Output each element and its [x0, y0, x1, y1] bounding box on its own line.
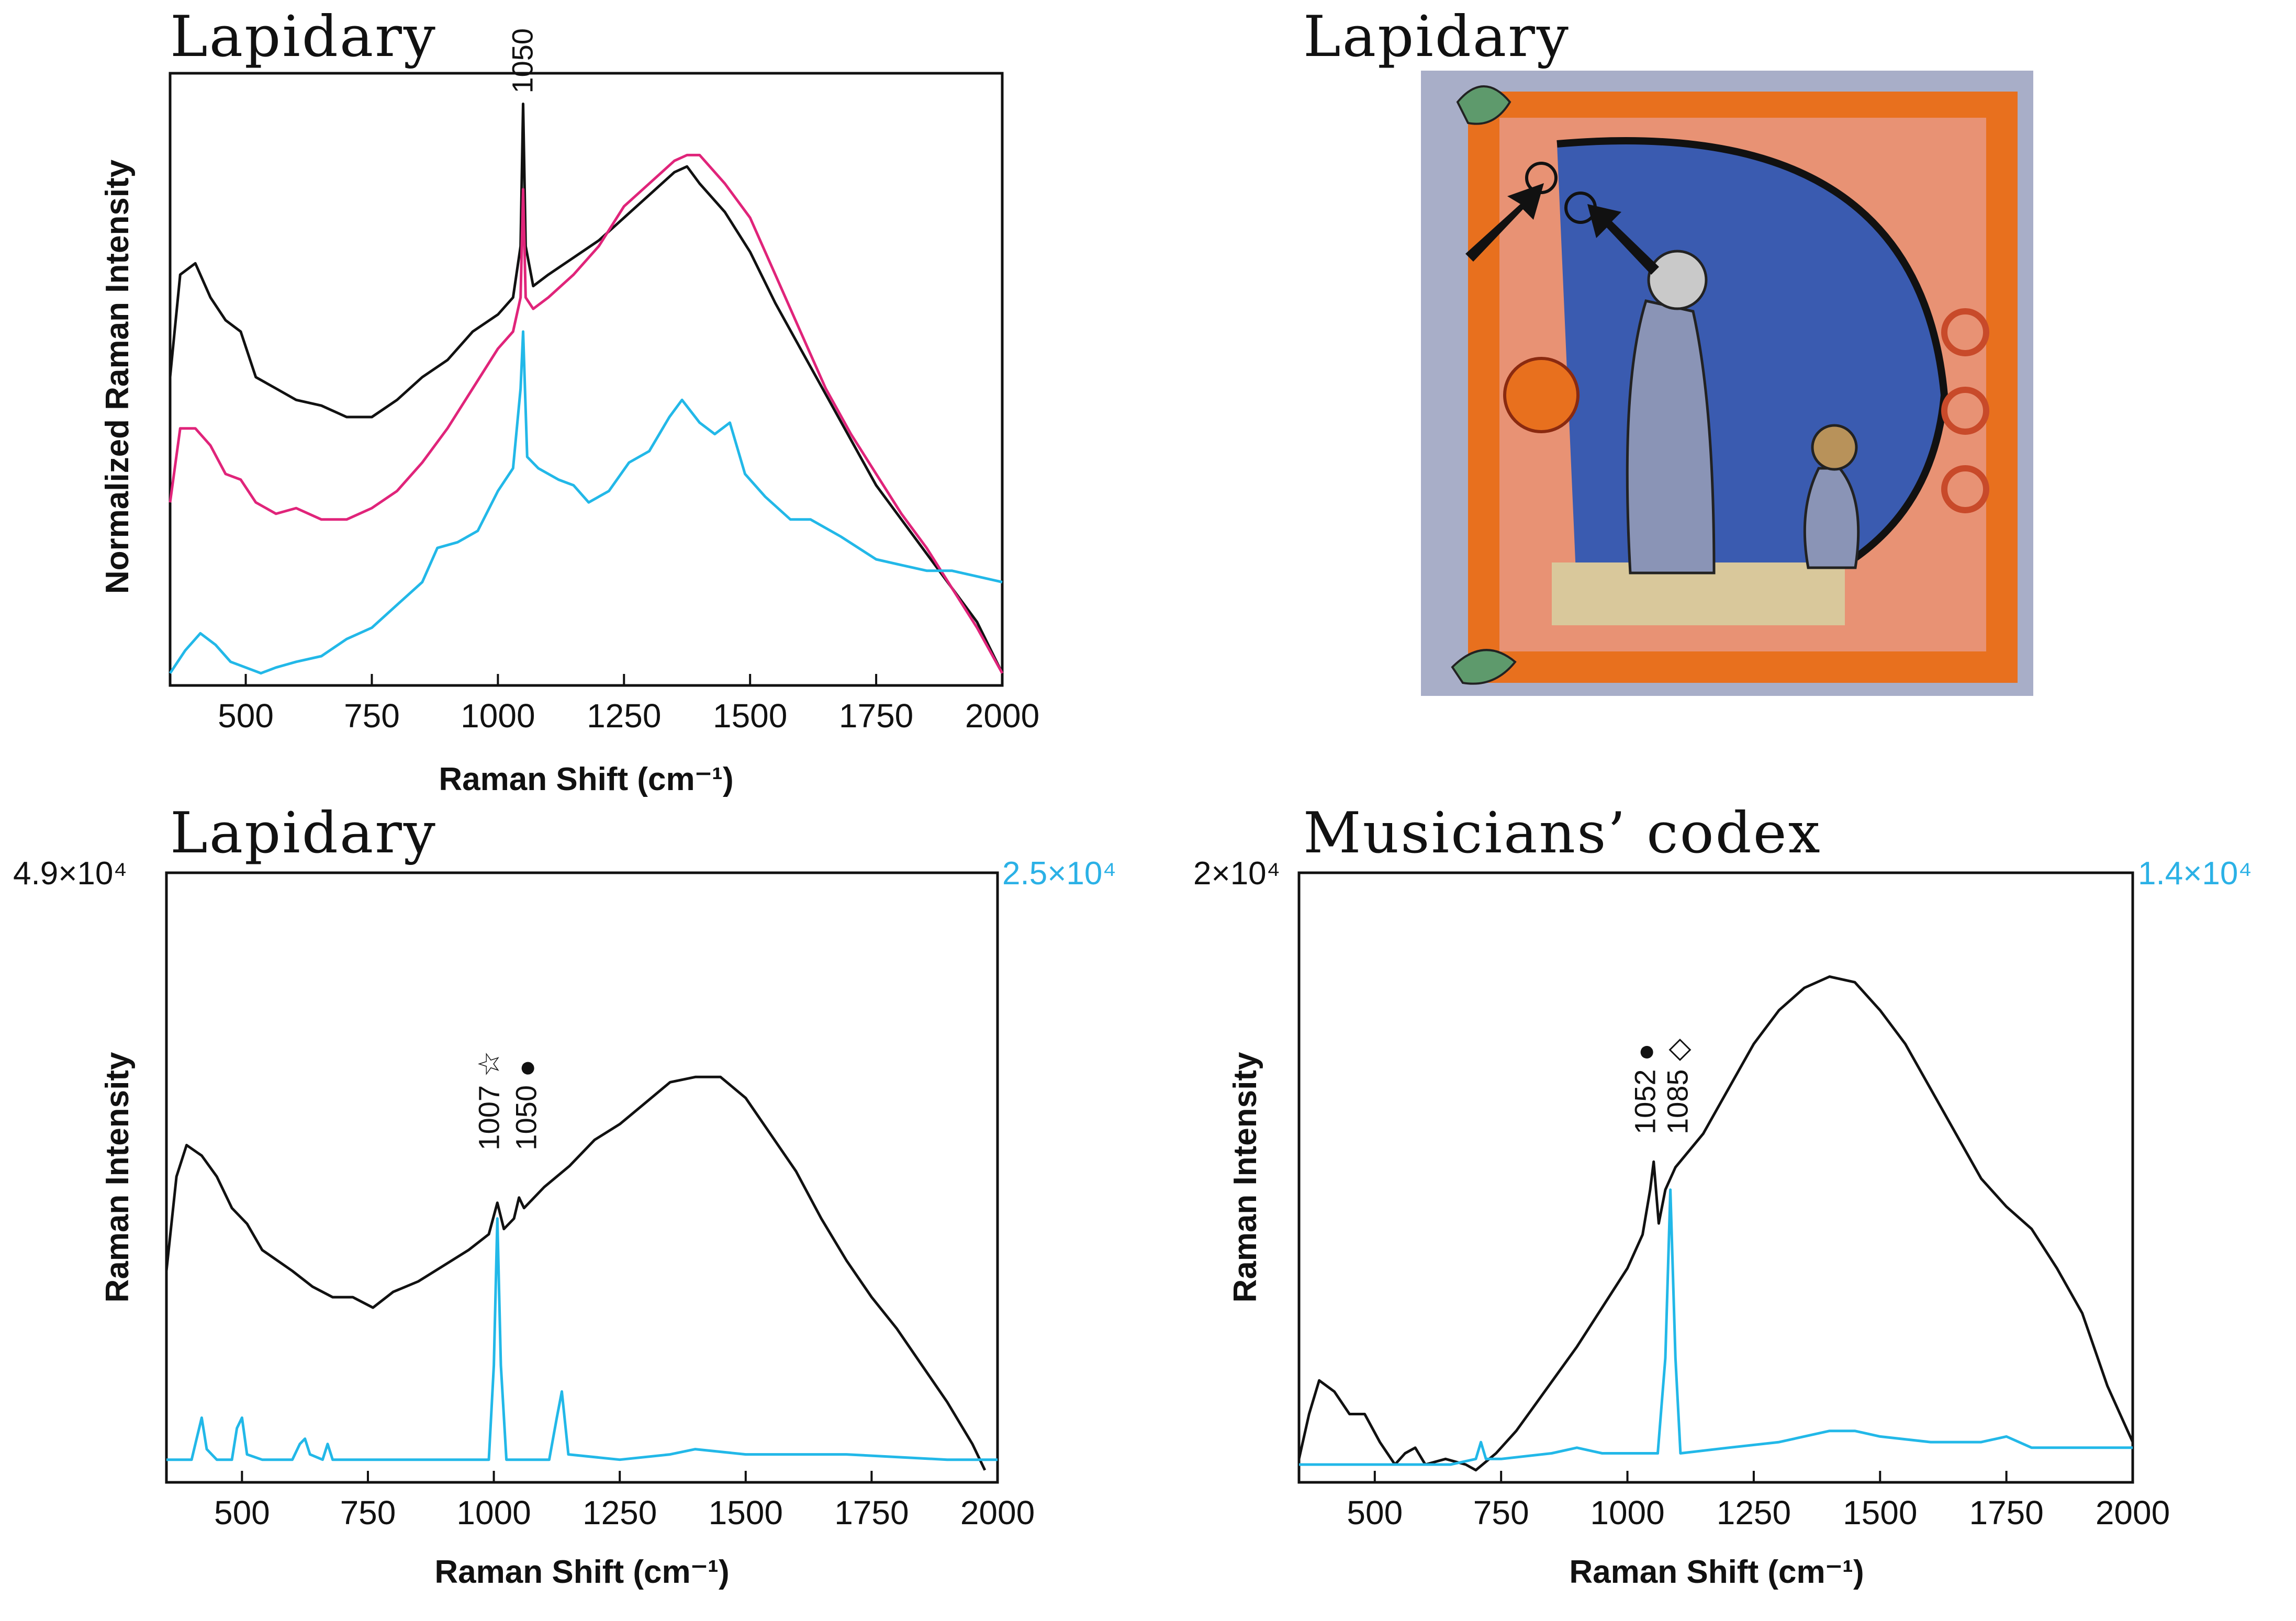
x-tick-label: 1000	[1590, 1494, 1664, 1532]
x-tick-label: 1500	[1843, 1494, 1917, 1532]
x-tick-label: 1250	[1717, 1494, 1791, 1532]
series-line-black	[165, 1075, 987, 1471]
x-tick-label: 1250	[583, 1494, 657, 1532]
sampling-point-circle	[1525, 162, 1558, 194]
peak-label: 1050	[506, 28, 539, 94]
x-tick-label: 750	[1473, 1494, 1529, 1532]
x-tick-label: 750	[340, 1494, 396, 1532]
x-tick-label: 1250	[587, 697, 661, 735]
y-axis-label: Raman Intensity	[1227, 1052, 1263, 1302]
panel-d-title: Musicians’ codex	[1303, 801, 1822, 866]
panel-b-title: Lapidary	[1303, 4, 1570, 70]
arrow-icon	[1465, 183, 1544, 262]
peak-label: 1085 ◇	[1661, 1039, 1694, 1134]
x-tick-label: 1500	[713, 697, 787, 735]
series-line-cyan	[169, 330, 1003, 675]
peak-label: 1050 ●	[510, 1060, 543, 1151]
x-tick-label: 750	[344, 697, 400, 735]
peak-label: 1052 ●	[1629, 1043, 1662, 1134]
left-axis-max-label: 2×10⁴	[1193, 855, 1280, 892]
right-axis-max-label: 2.5×10⁴	[1002, 855, 1116, 892]
panel-a-title: Lapidary	[170, 4, 437, 70]
x-tick-label: 500	[1347, 1494, 1403, 1532]
peak-label: 1007 ☆	[472, 1051, 505, 1150]
plot-frame	[169, 72, 1004, 687]
y-axis-label: Raman Intensity	[99, 1052, 136, 1302]
series-line-black	[1297, 975, 2134, 1472]
arrow-icon	[1587, 204, 1659, 275]
x-tick-label: 2000	[2096, 1494, 2170, 1532]
series-line-black	[169, 103, 1004, 674]
x-axis-label: Raman Shift (cm⁻¹)	[439, 761, 733, 797]
left-axis-max-label: 4.9×10⁴	[13, 855, 127, 892]
y-axis-label: Normalized Raman Intensity	[99, 159, 136, 594]
chart-panel-a: 500 750 1000 1250 1500 1750 2000 1050 Raman Sh…	[99, 28, 1039, 797]
x-tick-label: 500	[218, 697, 274, 735]
x-tick-label: 1750	[839, 697, 913, 735]
x-tick-label: 1000	[461, 697, 535, 735]
chart-panel-d: 500 750 1000 1250 1500 1750 2000 1052 ●1085 ◇ …	[1193, 855, 2252, 1590]
x-tick-label: 2000	[965, 697, 1039, 735]
x-tick-label: 1750	[1969, 1494, 2043, 1532]
right-axis-max-label: 1.4×10⁴	[2138, 855, 2252, 892]
x-tick-label: 1750	[834, 1494, 909, 1532]
chart-panel-c: 500 750 1000 1250 1500 1750 2000 1007 ☆ 1050 ● …	[13, 855, 1116, 1590]
series-line-cyan	[166, 1217, 998, 1461]
x-tick-label: 2000	[960, 1494, 1035, 1532]
x-axis-label: Raman Shift (cm⁻¹)	[434, 1554, 729, 1590]
series-line-cyan	[1299, 1188, 2133, 1466]
x-tick-label: 1500	[709, 1494, 783, 1532]
plot-frame	[165, 871, 999, 1484]
x-tick-label: 1000	[456, 1494, 531, 1532]
illuminated-initial-D-image	[1421, 71, 2033, 696]
plot-frame	[1297, 871, 2134, 1484]
x-tick-label: 500	[214, 1494, 270, 1532]
panel-c-title: Lapidary	[170, 801, 437, 866]
series-line-magenta	[169, 153, 1004, 674]
x-axis-label: Raman Shift (cm⁻¹)	[1569, 1554, 1864, 1590]
